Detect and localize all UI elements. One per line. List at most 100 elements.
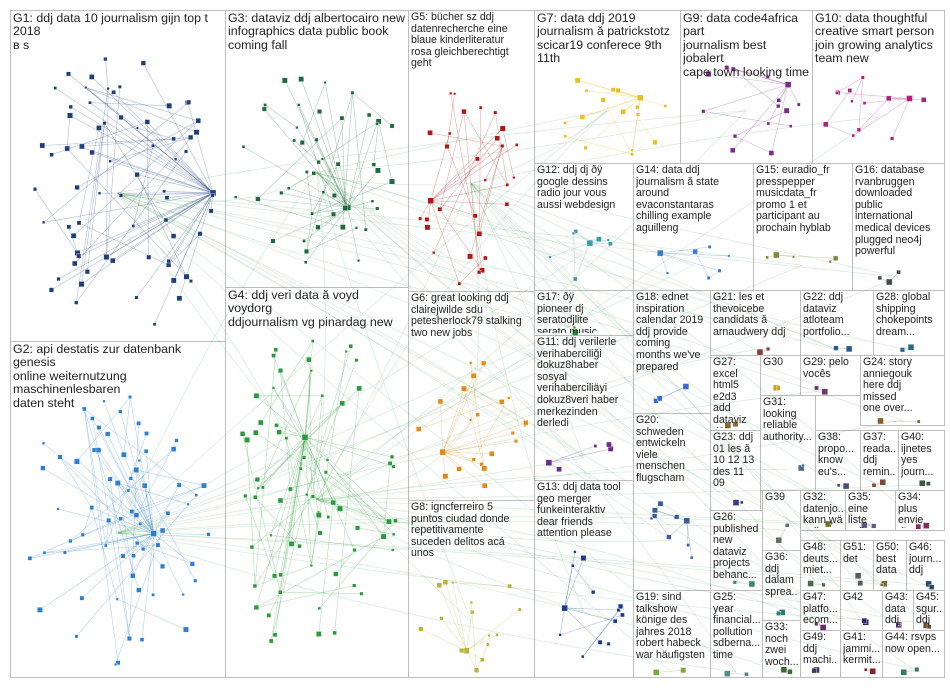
edge bbox=[466, 634, 498, 651]
node-g11 bbox=[593, 444, 598, 448]
edge bbox=[273, 387, 341, 509]
node-g6 bbox=[514, 439, 518, 444]
node-g13 bbox=[558, 633, 562, 637]
node-g13 bbox=[581, 654, 585, 659]
edge bbox=[133, 192, 214, 227]
node-g4 bbox=[274, 423, 279, 428]
node-g4 bbox=[359, 591, 364, 596]
node-g30 bbox=[776, 385, 781, 391]
edge bbox=[280, 370, 291, 490]
group-frames bbox=[10, 10, 945, 678]
node-g2 bbox=[193, 578, 198, 583]
node-g2 bbox=[139, 637, 145, 642]
edge bbox=[175, 159, 214, 194]
node-g3 bbox=[295, 126, 299, 130]
inter-group-edge bbox=[470, 110, 608, 184]
node-g23 bbox=[740, 500, 744, 505]
edge bbox=[318, 502, 334, 635]
edge bbox=[173, 192, 214, 281]
node-g5 bbox=[477, 270, 482, 275]
edge bbox=[686, 520, 692, 558]
edge bbox=[479, 107, 481, 234]
edge bbox=[106, 86, 121, 258]
edge bbox=[133, 145, 154, 227]
node-g2 bbox=[115, 660, 121, 666]
edge bbox=[293, 140, 319, 163]
node-g4 bbox=[387, 461, 393, 466]
node-g14 bbox=[707, 245, 712, 249]
edge bbox=[427, 200, 431, 228]
edge bbox=[257, 396, 306, 438]
edge bbox=[85, 87, 197, 133]
edge bbox=[152, 533, 154, 595]
node-g2 bbox=[79, 595, 85, 601]
inter-group-edge bbox=[316, 499, 929, 626]
edge bbox=[347, 123, 378, 208]
node-g1 bbox=[88, 100, 92, 105]
node-g15 bbox=[792, 255, 795, 259]
node-g9 bbox=[730, 147, 736, 153]
edge bbox=[147, 121, 149, 258]
inter-group-edge bbox=[117, 276, 899, 534]
edge bbox=[81, 123, 105, 285]
node-g2 bbox=[96, 425, 102, 430]
edge bbox=[153, 533, 209, 535]
node-g1 bbox=[176, 295, 183, 302]
node-g8 bbox=[495, 633, 499, 637]
edge bbox=[660, 252, 729, 257]
node-g1 bbox=[146, 254, 152, 260]
node-g2 bbox=[186, 502, 190, 506]
edge bbox=[85, 87, 138, 129]
inter-group-edge bbox=[316, 172, 909, 351]
node-g6 bbox=[442, 473, 449, 480]
node-g10 bbox=[860, 75, 865, 80]
edge bbox=[300, 437, 306, 469]
node-g48 bbox=[807, 580, 814, 587]
edge bbox=[84, 408, 107, 546]
node-g5 bbox=[449, 91, 453, 95]
node-g1 bbox=[170, 277, 177, 284]
edge bbox=[357, 527, 394, 535]
node-g1 bbox=[118, 193, 124, 198]
edge bbox=[288, 187, 348, 208]
node-g10 bbox=[856, 127, 861, 132]
edge bbox=[708, 73, 789, 85]
node-g40 bbox=[919, 480, 926, 487]
edge bbox=[66, 115, 71, 149]
edge bbox=[585, 97, 641, 149]
node-g2 bbox=[194, 493, 198, 497]
node-g10 bbox=[906, 95, 913, 102]
edge bbox=[78, 222, 169, 266]
edge bbox=[89, 102, 170, 107]
edge bbox=[59, 456, 92, 508]
node-g3 bbox=[261, 106, 267, 112]
node-g17 bbox=[572, 325, 576, 329]
edge bbox=[334, 388, 360, 633]
inter-group-edge bbox=[117, 192, 926, 586]
edge bbox=[105, 433, 147, 546]
edge bbox=[153, 513, 169, 534]
node-g5 bbox=[494, 135, 500, 142]
edge bbox=[257, 198, 348, 208]
edge bbox=[325, 472, 390, 522]
edge bbox=[318, 121, 379, 163]
node-g2 bbox=[126, 636, 132, 641]
node-g10 bbox=[862, 101, 867, 105]
edge bbox=[76, 494, 197, 637]
edge bbox=[726, 67, 789, 85]
node-g27 bbox=[732, 421, 739, 428]
node-g37 bbox=[879, 479, 886, 486]
node-g2 bbox=[42, 551, 47, 555]
node-g9 bbox=[776, 98, 781, 103]
edge bbox=[92, 418, 154, 534]
inter-group-edge bbox=[117, 172, 317, 534]
edge bbox=[303, 370, 312, 458]
edge bbox=[771, 84, 789, 154]
edge bbox=[484, 145, 503, 181]
node-g8 bbox=[473, 667, 480, 673]
edge bbox=[441, 618, 467, 651]
node-g3 bbox=[357, 259, 361, 263]
node-g9 bbox=[796, 102, 801, 107]
node-g4 bbox=[333, 571, 339, 577]
edge bbox=[74, 131, 197, 264]
